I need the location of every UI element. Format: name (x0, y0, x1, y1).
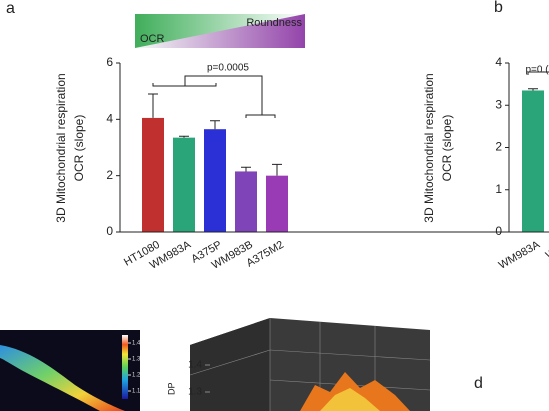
error-bar (528, 88, 538, 91)
y-axis-label: 3D Mitochondrial respiration (422, 73, 436, 222)
gradient-label: OCR (140, 33, 165, 45)
error-bar (148, 93, 158, 118)
colorbar-tick-label: 1.2 (132, 373, 141, 379)
annotation: p=0.( (525, 65, 549, 76)
surface-plot: DP (166, 318, 431, 411)
y-tick-label: 1 (495, 182, 502, 196)
bar (142, 117, 164, 232)
y-axis-label: 3D Mitochondrial respiration (54, 73, 68, 222)
bar (266, 175, 288, 232)
bar (522, 90, 544, 233)
y-tick-label: 4 (495, 55, 502, 69)
error-bar (210, 120, 220, 130)
y-tick-label: 0 (106, 224, 113, 238)
y-tick-label: 4 (106, 112, 113, 126)
annotation: p=0.0005 (207, 63, 249, 74)
z-tick-label: 1.4 (188, 360, 202, 371)
error-bar (179, 135, 189, 138)
p-bracket (152, 71, 549, 118)
y-tick-label: 0 (495, 224, 502, 238)
cell-image (0, 330, 140, 411)
panel-label: a (6, 0, 15, 17)
colorbar-tick-label: 1.1 (132, 389, 141, 395)
x-tick-label: WM983A (497, 238, 543, 271)
y-tick-label: 2 (106, 168, 113, 182)
colorbar-tick-label: 1.4 (132, 341, 141, 347)
gradient-label: Roundness (246, 17, 302, 29)
colorbar-tick-label: 1.3 (132, 357, 141, 363)
x-tick-label: WM9 (544, 239, 549, 262)
y-tick-label: 2 (495, 140, 502, 154)
y-axis-label: OCR (slope) (72, 115, 86, 182)
z-tick-label: 1.3 (188, 387, 202, 398)
y-axis-label: OCR (slope) (440, 115, 454, 182)
bar (173, 137, 195, 232)
panel-label: b (494, 0, 503, 16)
bar (235, 171, 257, 232)
bar (204, 129, 226, 232)
error-bar (241, 166, 251, 172)
error-bar (272, 163, 282, 176)
y-tick-label: 3 (495, 97, 502, 111)
y-tick-label: 6 (106, 55, 113, 69)
panel-label: d (474, 375, 483, 392)
axis-label: DP (166, 382, 176, 395)
gradient-legend: OCR Roundness (135, 14, 305, 48)
